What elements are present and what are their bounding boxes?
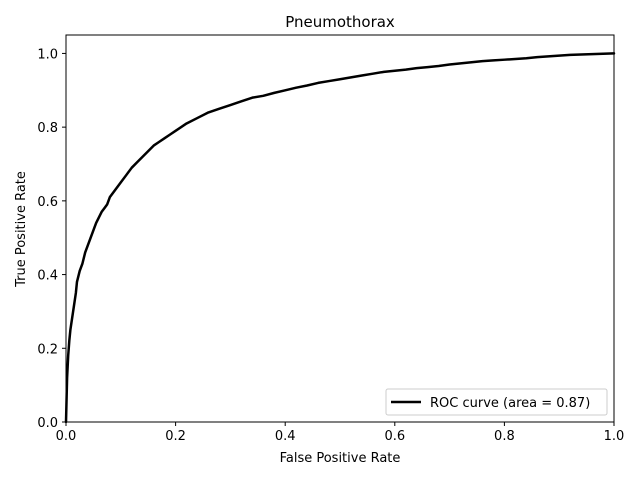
legend: ROC curve (area = 0.87) [385,388,608,416]
y-tick-label: 0.6 [37,195,58,210]
y-axis-ticks: 0.0 0.2 0.4 0.6 0.8 1.0 [37,47,66,431]
x-tick-label: 0.8 [494,429,515,444]
roc-curve-line [64,52,616,424]
y-tick-label: 0.0 [37,416,58,431]
x-tick-label: 0.6 [384,429,405,444]
plot-area [64,52,616,424]
x-axis-label: False Positive Rate [280,451,401,466]
y-tick-label: 0.2 [37,342,58,357]
x-tick-label: 0.2 [165,429,186,444]
x-tick-label: 0.0 [56,429,77,444]
legend-label: ROC curve (area = 0.87) [430,396,590,411]
x-axis-ticks: 0.0 0.2 0.4 0.6 0.8 1.0 [56,422,625,444]
legend-box [385,388,608,416]
x-tick-label: 1.0 [604,429,625,444]
x-tick-label: 0.4 [275,429,296,444]
y-axis-label: True Positive Rate [14,171,29,288]
y-tick-label: 0.4 [37,269,58,284]
y-tick-label: 1.0 [37,47,58,62]
chart-title: Pneumothorax [285,13,395,31]
y-tick-label: 0.8 [37,121,58,136]
plot-frame [65,34,615,423]
